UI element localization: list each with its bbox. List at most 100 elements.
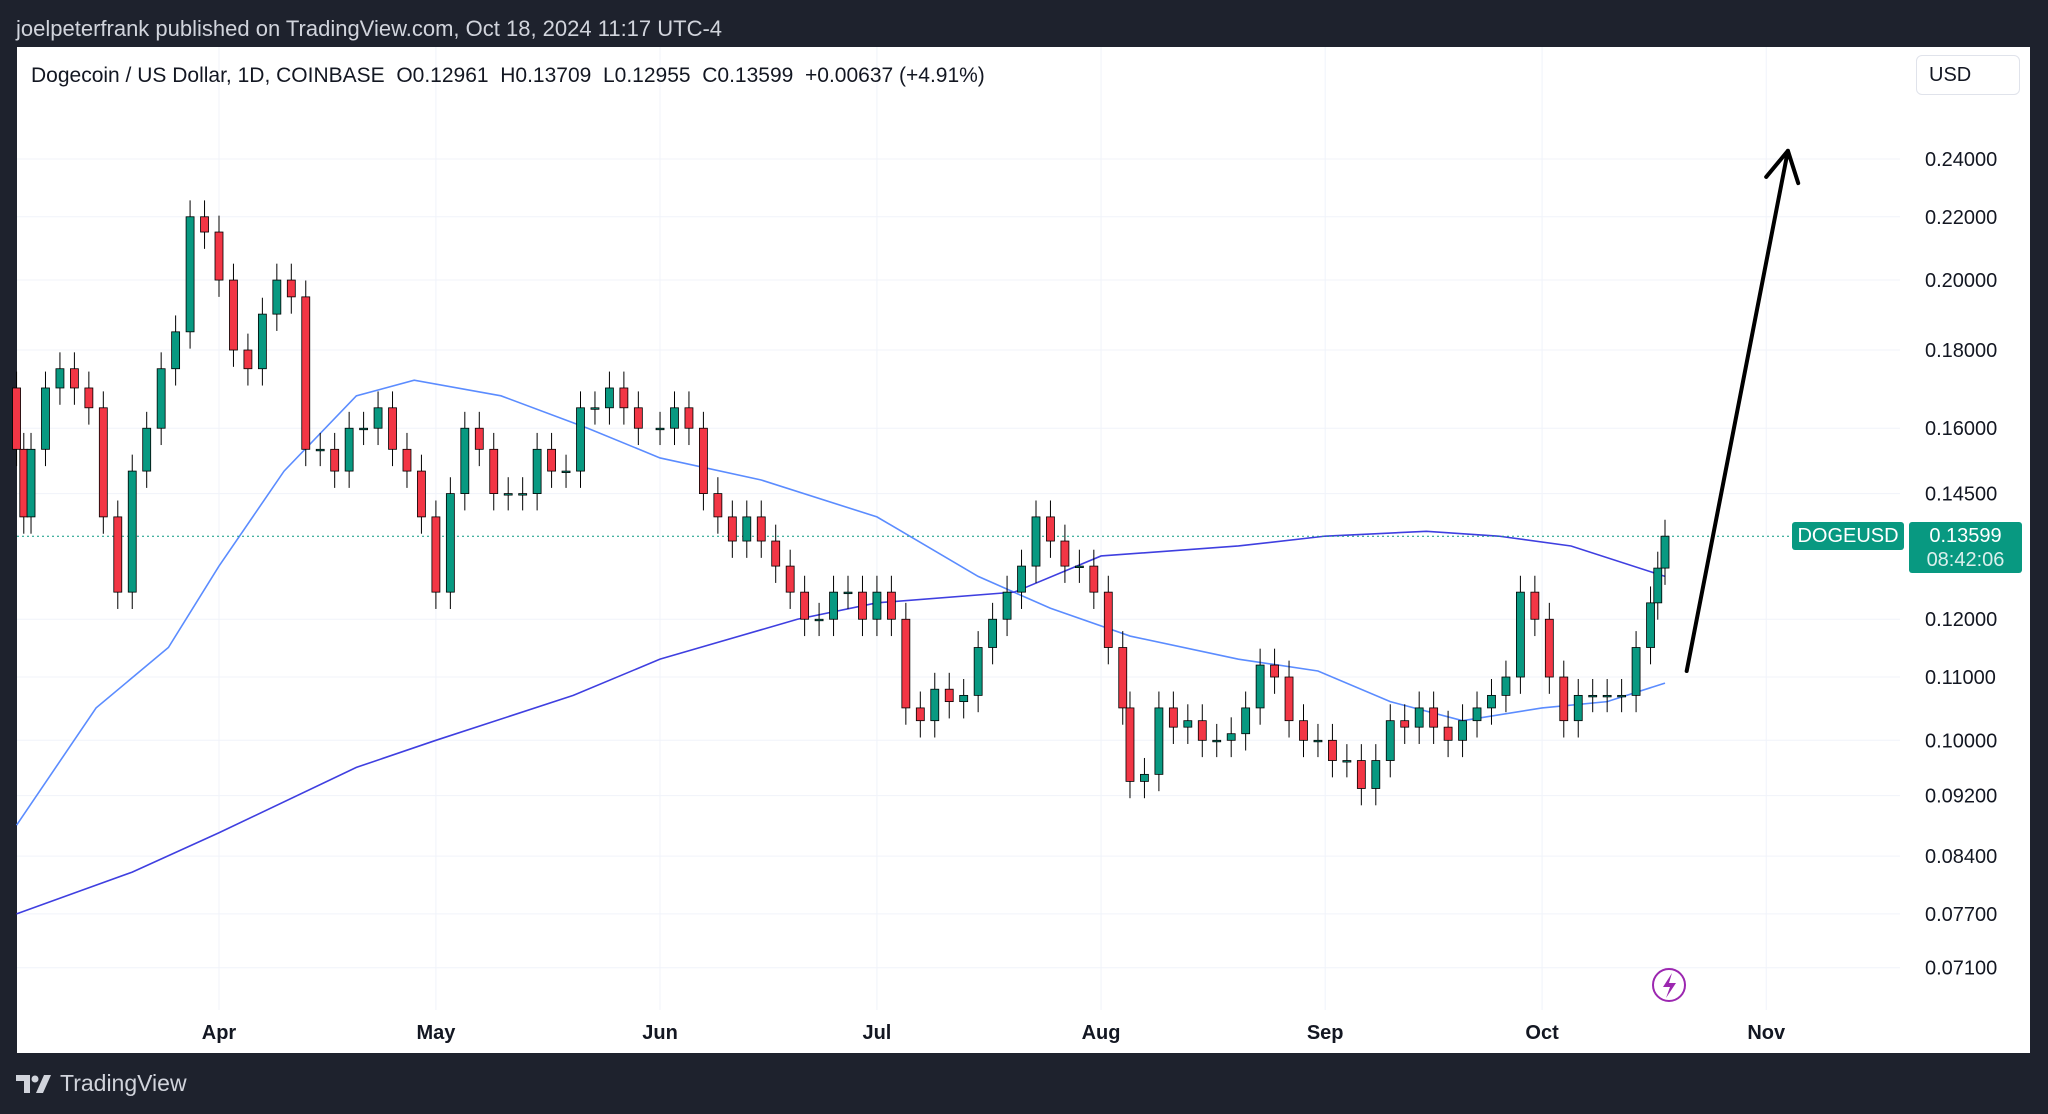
candle-body bbox=[1342, 760, 1352, 763]
candle-body bbox=[1197, 720, 1207, 741]
candle-body bbox=[800, 591, 810, 620]
candle-body bbox=[886, 591, 896, 620]
annotation-arrow[interactable] bbox=[1684, 148, 1801, 674]
candle-body bbox=[1226, 733, 1236, 741]
candle-body bbox=[1140, 773, 1149, 782]
candle-body bbox=[142, 427, 152, 472]
candle-body bbox=[915, 707, 925, 722]
candle-body bbox=[55, 368, 65, 389]
candle-body bbox=[388, 407, 397, 450]
publisher-caption: joelpeterfrank published on TradingView.… bbox=[16, 16, 723, 41]
candle-body bbox=[590, 407, 600, 410]
candle-body bbox=[431, 516, 441, 593]
candle-body bbox=[1118, 647, 1128, 709]
candle-body bbox=[1060, 540, 1070, 567]
symbol-name: Dogecoin / US Dollar, 1D, COINBASE bbox=[31, 64, 385, 87]
candle-body bbox=[619, 387, 629, 409]
candle-body bbox=[1429, 707, 1439, 728]
y-tick-label: 0.18000 bbox=[1925, 340, 1997, 362]
candle-body bbox=[503, 493, 513, 496]
candle-body bbox=[829, 591, 838, 620]
chart-panel[interactable] bbox=[17, 47, 2030, 1053]
candle-body bbox=[1487, 694, 1496, 709]
candle-body bbox=[1089, 565, 1099, 593]
candle-body bbox=[713, 493, 723, 518]
candle-body bbox=[489, 448, 499, 494]
candle-body bbox=[301, 296, 311, 450]
y-tick-label: 0.12000 bbox=[1925, 609, 1997, 631]
x-tick-label: Jun bbox=[642, 1022, 678, 1044]
candle-body bbox=[1660, 535, 1670, 569]
candle-body bbox=[41, 387, 50, 450]
candle-body bbox=[1017, 565, 1026, 593]
candle-body bbox=[756, 516, 766, 542]
candle-body bbox=[1414, 707, 1424, 728]
y-tick-label: 0.20000 bbox=[1925, 270, 1997, 292]
candle-body bbox=[814, 618, 824, 622]
candle-body bbox=[344, 427, 354, 472]
candle-body bbox=[127, 470, 137, 593]
candle-body bbox=[901, 618, 911, 709]
candle-body bbox=[1458, 720, 1467, 741]
candle-body bbox=[1371, 760, 1381, 789]
candle-body bbox=[460, 427, 470, 494]
bar-countdown: 08:42:06 bbox=[1926, 549, 2005, 571]
candle-body bbox=[1653, 567, 1663, 604]
brand-name: TradingView bbox=[60, 1070, 187, 1096]
candle-body bbox=[445, 493, 455, 593]
symbol-legend: Dogecoin / US Dollar, 1D, COINBASE O0.12… bbox=[31, 64, 985, 88]
candle-body bbox=[1168, 707, 1178, 728]
candle-body bbox=[771, 540, 781, 567]
candle-body bbox=[214, 231, 224, 281]
candle-body bbox=[930, 688, 940, 722]
candle-body bbox=[684, 407, 694, 429]
y-tick-label: 0.09200 bbox=[1925, 786, 1997, 808]
candle-body bbox=[1255, 664, 1265, 709]
candle-body bbox=[633, 407, 643, 429]
candle-body bbox=[727, 516, 737, 542]
candle-body bbox=[699, 427, 708, 494]
candle-body bbox=[1002, 591, 1012, 620]
candle-body bbox=[670, 407, 679, 429]
candle-body bbox=[1270, 664, 1279, 678]
candle-body bbox=[243, 349, 253, 370]
candle-body bbox=[1356, 760, 1366, 789]
candle-body bbox=[1501, 676, 1511, 696]
candle-body bbox=[359, 427, 369, 431]
candle-body bbox=[1646, 602, 1655, 648]
candle-body bbox=[84, 387, 94, 409]
candle-body bbox=[185, 216, 195, 333]
candle-body bbox=[518, 493, 528, 496]
ohlc-high: H0.13709 bbox=[500, 64, 592, 87]
y-tick-label: 0.07700 bbox=[1925, 904, 1997, 926]
candle-body bbox=[70, 368, 79, 389]
candle-body bbox=[1443, 726, 1453, 741]
candle-body bbox=[1385, 720, 1395, 761]
candle-body bbox=[1516, 591, 1525, 678]
candle-body bbox=[1544, 618, 1554, 678]
candle-body bbox=[474, 427, 484, 450]
candle-body bbox=[858, 591, 867, 620]
candle-body bbox=[98, 407, 108, 518]
footer-brand[interactable]: TradingView bbox=[16, 1070, 187, 1097]
candle-body bbox=[373, 407, 383, 429]
y-tick-label: 0.24000 bbox=[1925, 149, 1997, 171]
candle-body bbox=[1472, 707, 1482, 722]
candle-body bbox=[229, 279, 238, 351]
candle-body bbox=[1328, 739, 1337, 761]
tradingview-logo-icon bbox=[16, 1074, 51, 1093]
candle-body bbox=[872, 591, 882, 620]
candle-body bbox=[1125, 707, 1135, 782]
currency-button[interactable]: USD bbox=[1916, 55, 2020, 95]
candle-body bbox=[576, 407, 585, 472]
x-tick-label: Jul bbox=[862, 1022, 891, 1044]
candle-body bbox=[532, 448, 542, 494]
candle-body bbox=[1241, 707, 1251, 735]
ohlc-open: O0.12961 bbox=[396, 64, 489, 87]
ohlc-close: C0.13599 bbox=[702, 64, 794, 87]
candle-body bbox=[1299, 720, 1308, 741]
candle-body bbox=[171, 331, 181, 370]
candle-body bbox=[1183, 720, 1193, 728]
candle-body bbox=[200, 216, 209, 233]
